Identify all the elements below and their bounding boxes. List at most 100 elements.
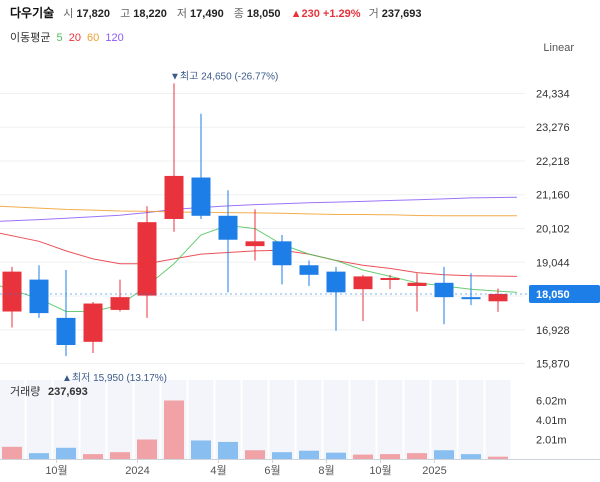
volume-bar xyxy=(434,450,454,459)
time-tick-label: 8월 xyxy=(318,464,334,477)
ma-5[interactable]: 5 xyxy=(56,32,63,44)
volume-column-bg xyxy=(53,380,79,459)
ma-label: 이동평균 xyxy=(10,32,51,44)
volume-panel-value: 237,693 xyxy=(48,386,88,398)
time-tick-label: 10월 xyxy=(45,464,67,477)
price-tick-label: 15,870 xyxy=(536,359,570,371)
price-header: 다우기술 시 17,820 고 18,220 저 17,490 종 18,050 ▲23… xyxy=(10,4,429,20)
stock-name: 다우기술 xyxy=(10,6,55,20)
candle-up xyxy=(353,276,373,290)
volume-bar xyxy=(110,452,130,459)
candle-up xyxy=(488,293,508,302)
low-value: 17,490 xyxy=(190,8,224,20)
candle-down xyxy=(272,241,292,266)
volume-bar xyxy=(353,454,373,459)
volume-bar xyxy=(461,454,481,459)
volume-bar xyxy=(488,456,508,459)
candle-down xyxy=(29,279,49,314)
volume-label: 거 xyxy=(368,8,379,20)
volume-bar xyxy=(218,441,238,459)
ma20-line xyxy=(0,232,518,277)
candle-up xyxy=(137,222,157,296)
volume-bar xyxy=(299,450,319,459)
price-tick-label: 19,044 xyxy=(536,257,570,269)
current-price-badge xyxy=(529,284,600,303)
change-percent: +1.29% xyxy=(322,8,361,20)
candle-down xyxy=(218,215,238,240)
change-value: ▲230 xyxy=(290,8,320,20)
volume-column-bg xyxy=(404,380,430,459)
candle-up xyxy=(380,278,400,281)
ma5-line xyxy=(0,224,518,312)
volume-bar xyxy=(56,447,76,459)
time-tick-label: 2025 xyxy=(422,465,446,477)
open-label: 시 xyxy=(63,8,74,20)
volume-column-bg xyxy=(26,380,52,459)
volume-bar xyxy=(164,400,184,459)
volume-column-bg xyxy=(377,380,403,459)
candle-up xyxy=(164,175,184,219)
ma-60[interactable]: 60 xyxy=(87,32,100,44)
close-value: 18,050 xyxy=(246,8,281,20)
candle-up xyxy=(407,282,427,286)
volume-bar xyxy=(245,450,265,459)
volume-column-bg xyxy=(350,380,376,459)
ma60-line xyxy=(0,205,517,217)
ma-20[interactable]: 20 xyxy=(68,32,81,44)
volume-bar xyxy=(2,446,22,459)
volume-column-bg xyxy=(296,380,322,459)
candle-up xyxy=(245,241,265,247)
time-tick-label: 10월 xyxy=(369,464,391,477)
time-axis: 10월 2024 4월 6월 8월 10월 2025 xyxy=(0,459,600,477)
volume-bar xyxy=(407,453,427,459)
open-value: 17,820 xyxy=(76,8,111,20)
price-tick-label: 21,160 xyxy=(536,190,570,202)
scale-toggle[interactable]: Linear xyxy=(543,42,574,54)
high-value: 18,220 xyxy=(133,8,167,20)
volume-bar xyxy=(272,452,292,459)
low-label: 저 xyxy=(176,8,188,20)
volume-bar xyxy=(326,452,346,459)
volume-column-bg xyxy=(485,380,511,459)
price-tick-label: 24,334 xyxy=(536,88,570,100)
volume-column-bg xyxy=(458,380,484,459)
current-price-label: 18,050 xyxy=(536,289,570,301)
candle-down xyxy=(326,271,346,293)
volume-tick-label: 6.02m xyxy=(536,395,567,407)
volume-column-bg xyxy=(80,380,106,459)
volume-bar xyxy=(380,454,400,459)
volume-value: 237,693 xyxy=(381,8,422,20)
candle-down xyxy=(434,282,454,298)
candle-down xyxy=(191,177,211,216)
volume-column-bg xyxy=(242,380,268,459)
volume-tick-label: 2.01m xyxy=(536,434,567,446)
price-tick-label: 20,102 xyxy=(536,223,570,235)
candle-up xyxy=(110,297,130,310)
volume-column-bg xyxy=(269,380,295,459)
volume-bar xyxy=(137,439,157,459)
time-tick-label: 6월 xyxy=(264,464,280,477)
volume-bar xyxy=(29,453,49,459)
time-tick-label: 4월 xyxy=(210,464,226,477)
candle-down xyxy=(56,317,76,346)
price-grid xyxy=(0,92,525,365)
ma-120[interactable]: 120 xyxy=(105,32,124,44)
volume-axis: 6.02m 4.01m 2.01m xyxy=(536,395,567,446)
ma120-line xyxy=(0,196,518,222)
volume-bars xyxy=(2,400,508,459)
price-axis: 24,33423,27622,21821,16020,10219,04417,9… xyxy=(0,88,600,371)
moving-average-legend[interactable]: 이동평균 5 20 60 120 xyxy=(10,29,127,45)
price-tick-label: 23,276 xyxy=(536,122,570,134)
volume-panel-label: 거래량 xyxy=(10,385,40,398)
candle-down xyxy=(299,265,319,275)
volume-tick-label: 4.01m xyxy=(536,415,567,427)
max-price-annotation: ▼최고 24,650 (-26.77%) xyxy=(170,70,278,82)
min-price-annotation: ▲최저 15,950 (13.17%) xyxy=(62,372,167,384)
candle-up xyxy=(83,303,103,342)
close-label: 종 xyxy=(233,8,244,20)
candles xyxy=(2,83,508,357)
volume-column-bg xyxy=(323,380,349,459)
time-tick-label: 2024 xyxy=(125,465,149,477)
high-label: 고 xyxy=(120,8,131,20)
